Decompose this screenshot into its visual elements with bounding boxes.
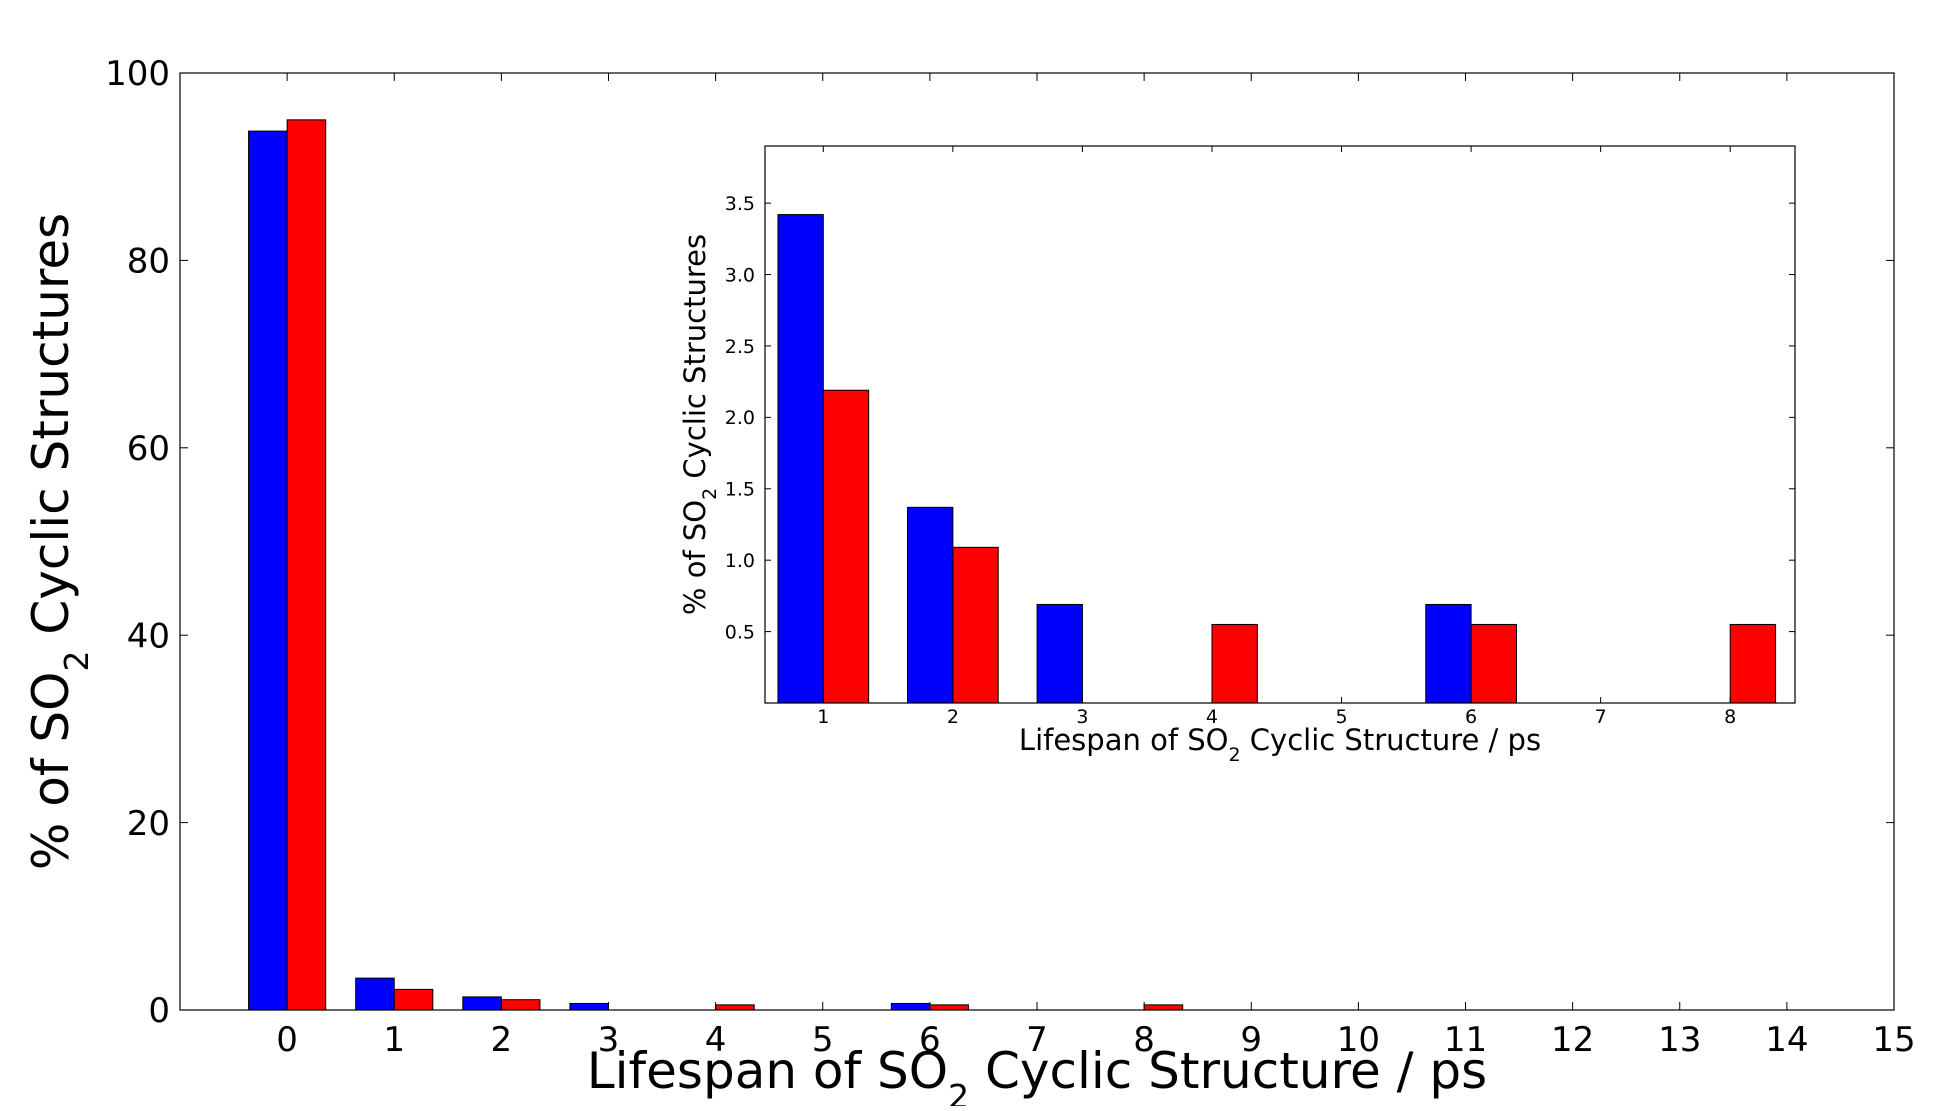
main-xtick-label: 11 [1444, 1020, 1487, 1060]
main-x-axis-label-subscript: 2 [948, 1077, 969, 1107]
inset-ytick-label: 3.0 [725, 264, 755, 286]
inset-ytick-label: 1.5 [725, 479, 755, 501]
main-bar-blue-6 [890, 1002, 931, 1011]
main-xtick-label: 3 [598, 1020, 620, 1060]
main-x-axis-label-suffix: Cyclic Structure / ps [969, 1042, 1487, 1100]
main-xtick-label: 2 [491, 1020, 513, 1060]
main-bar-red-4 [715, 1004, 755, 1011]
inset-ytick-label: 1.0 [725, 550, 755, 572]
inset-xtick-label: 4 [1206, 706, 1218, 728]
inset-bar-red-6 [1470, 623, 1517, 704]
main-xtick-label: 9 [1240, 1020, 1262, 1060]
main-bar-blue-3 [569, 1002, 609, 1011]
inset-y-axis-label-suffix: Cyclic Structures [678, 234, 712, 488]
main-xtick-label: 4 [705, 1020, 727, 1060]
main-bar-red-6 [929, 1004, 969, 1011]
inset-x-axis-label-suffix: Cyclic Structure / ps [1241, 723, 1541, 757]
inset-xtick-label: 6 [1465, 706, 1477, 728]
main-bar-red-8 [1143, 1004, 1184, 1011]
inset-bar-blue-1 [777, 214, 824, 704]
inset-ytick-label: 2.0 [725, 407, 755, 429]
main-y-axis-label-prefix: % of SO [22, 672, 80, 871]
main-bars [248, 119, 1184, 1011]
main-x-axis-label-prefix: Lifespan of SO [587, 1042, 948, 1100]
inset-x-axis-label: Lifespan of SO2 Cyclic Structure / ps [1019, 723, 1541, 766]
main-xtick-label: 13 [1658, 1020, 1701, 1060]
main-bar-red-1 [393, 988, 434, 1011]
inset-chart: 1 2 3 4 5 6 7 8 0.5 1.0 1.5 2.0 2.5 3.0 3.5 Lifespan of… [678, 145, 1796, 766]
inset-xtick-label: 7 [1595, 706, 1607, 728]
main-xtick-label: 14 [1765, 1020, 1808, 1060]
main-ytick-label: 80 [127, 242, 170, 282]
main-x-axis-label: Lifespan of SO2 Cyclic Structure / ps [587, 1042, 1487, 1106]
inset-bar-red-4 [1211, 623, 1258, 704]
main-xtick-label: 7 [1026, 1020, 1048, 1060]
inset-xtick-label: 5 [1335, 706, 1347, 728]
main-bar-blue-2 [462, 996, 502, 1011]
inset-ytick-label: 2.5 [725, 336, 755, 358]
inset-ytick-label: 3.5 [725, 193, 755, 215]
inset-x-axis-label-subscript: 2 [1228, 744, 1240, 766]
inset-bar-red-8 [1729, 623, 1777, 704]
inset-ticks: 1 2 3 4 5 6 7 8 0.5 1.0 1.5 2.0 2.5 3.0 3.5 [725, 146, 1795, 728]
inset-bar-red-1 [822, 389, 870, 704]
main-xtick-label: 0 [276, 1020, 298, 1060]
inset-plot-frame [764, 145, 1796, 704]
main-xtick-label: 1 [383, 1020, 405, 1060]
inset-xtick-label: 3 [1076, 706, 1088, 728]
main-bar-red-0 [286, 119, 327, 1011]
main-ytick-label: 100 [105, 54, 170, 94]
inset-xtick-label: 2 [947, 706, 959, 728]
inset-bar-blue-6 [1425, 603, 1472, 704]
inset-bar-red-2 [952, 546, 999, 704]
inset-bar-blue-2 [907, 506, 954, 704]
inset-ytick-label: 0.5 [725, 621, 755, 643]
inset-bar-blue-3 [1036, 603, 1083, 704]
main-bar-blue-1 [355, 977, 395, 1011]
main-xtick-label: 10 [1337, 1020, 1380, 1060]
main-ytick-label: 60 [127, 429, 170, 469]
inset-y-axis-label: % of SO2 Cyclic Structures [678, 234, 721, 615]
inset-xtick-label: 1 [817, 706, 829, 728]
inset-xtick-label: 8 [1724, 706, 1736, 728]
main-ytick-label: 20 [127, 804, 170, 844]
main-xtick-label: 5 [812, 1020, 834, 1060]
inset-y-axis-label-subscript: 2 [699, 488, 721, 500]
inset-bars [777, 214, 1777, 704]
main-xtick-label: 6 [919, 1020, 941, 1060]
main-y-axis-label: % of SO2 Cyclic Structures [22, 213, 96, 870]
main-bar-red-2 [500, 999, 541, 1011]
main-xtick-label: 12 [1551, 1020, 1594, 1060]
main-y-axis-label-suffix: Cyclic Structures [22, 213, 80, 651]
inset-y-axis-label-prefix: % of SO [678, 500, 712, 615]
main-ytick-label: 0 [148, 991, 170, 1031]
main-xtick-label: 8 [1133, 1020, 1155, 1060]
main-ytick-label: 40 [127, 616, 170, 656]
main-bar-blue-0 [248, 130, 288, 1011]
main-xtick-label: 15 [1872, 1020, 1915, 1060]
inset-x-axis-label-prefix: Lifespan of SO [1019, 723, 1229, 757]
main-y-axis-label-subscript: 2 [57, 651, 96, 672]
